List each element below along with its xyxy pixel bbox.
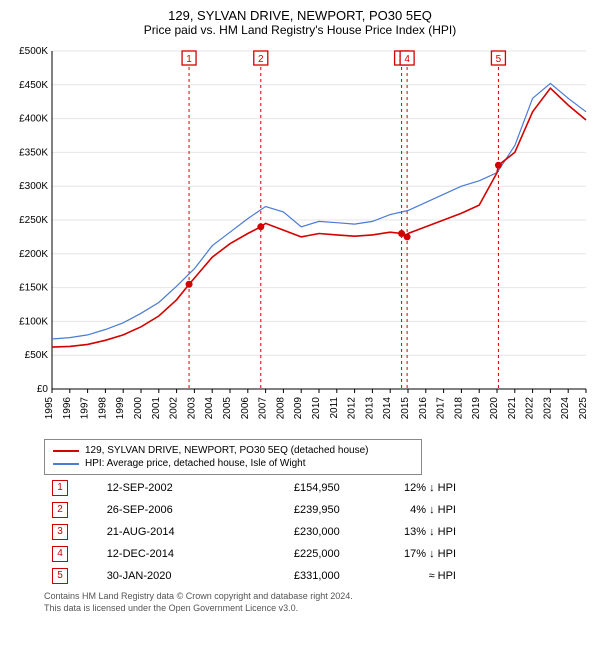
svg-text:2024: 2024 xyxy=(560,397,571,420)
svg-text:£450K: £450K xyxy=(19,80,48,91)
price-chart: £0 £50K £100K £150K £200K £250K £300K £350K £400… xyxy=(8,43,592,433)
tx-vs-hpi: ≈ HPI xyxy=(348,565,464,587)
footer-line: Contains HM Land Registry data © Crown c… xyxy=(44,591,592,603)
tx-price: £230,000 xyxy=(242,521,348,543)
svg-text:2005: 2005 xyxy=(222,397,233,420)
svg-text:2016: 2016 xyxy=(418,397,429,420)
tx-vs-hpi: 4% ↓ HPI xyxy=(348,499,464,521)
tx-date: 12-SEP-2002 xyxy=(99,477,242,499)
svg-text:2012: 2012 xyxy=(347,397,358,420)
svg-text:2001: 2001 xyxy=(151,397,162,420)
svg-text:£400K: £400K xyxy=(19,114,48,125)
svg-text:1997: 1997 xyxy=(80,397,91,420)
tx-date: 26-SEP-2006 xyxy=(99,499,242,521)
svg-text:2021: 2021 xyxy=(507,397,518,420)
table-row: 1 12-SEP-2002£154,95012% ↓ HPI xyxy=(44,477,464,499)
svg-text:£100K: £100K xyxy=(19,316,48,327)
svg-text:4: 4 xyxy=(404,54,410,65)
page-title: 129, SYLVAN DRIVE, NEWPORT, PO30 5EQ xyxy=(8,8,592,23)
svg-text:2006: 2006 xyxy=(240,397,251,420)
svg-text:2013: 2013 xyxy=(364,397,375,420)
svg-text:2000: 2000 xyxy=(133,397,144,420)
svg-text:5: 5 xyxy=(496,54,502,65)
tx-price: £239,950 xyxy=(242,499,348,521)
svg-text:£250K: £250K xyxy=(19,215,48,226)
svg-text:1998: 1998 xyxy=(97,397,108,420)
svg-text:2020: 2020 xyxy=(489,397,500,420)
svg-text:2008: 2008 xyxy=(275,397,286,420)
tx-marker: 3 xyxy=(52,524,68,540)
svg-text:£0: £0 xyxy=(37,384,49,395)
svg-text:2018: 2018 xyxy=(453,397,464,420)
svg-text:2019: 2019 xyxy=(471,397,482,420)
footer-line: This data is licensed under the Open Gov… xyxy=(44,603,592,615)
svg-text:2007: 2007 xyxy=(258,397,269,420)
svg-text:2003: 2003 xyxy=(186,397,197,420)
svg-text:1996: 1996 xyxy=(62,397,73,420)
svg-text:2: 2 xyxy=(258,54,264,65)
svg-text:2011: 2011 xyxy=(329,397,340,419)
svg-text:2023: 2023 xyxy=(542,397,553,420)
page-subtitle: Price paid vs. HM Land Registry's House … xyxy=(8,23,592,37)
tx-date: 30-JAN-2020 xyxy=(99,565,242,587)
tx-marker: 2 xyxy=(52,502,68,518)
tx-vs-hpi: 17% ↓ HPI xyxy=(348,543,464,565)
tx-price: £331,000 xyxy=(242,565,348,587)
svg-text:£350K: £350K xyxy=(19,147,48,158)
svg-text:£500K: £500K xyxy=(19,46,48,57)
legend-swatch xyxy=(53,463,79,465)
svg-text:1999: 1999 xyxy=(115,397,126,420)
legend: 129, SYLVAN DRIVE, NEWPORT, PO30 5EQ (de… xyxy=(44,439,422,475)
tx-marker: 1 xyxy=(52,480,68,496)
tx-price: £154,950 xyxy=(242,477,348,499)
legend-item: 129, SYLVAN DRIVE, NEWPORT, PO30 5EQ (de… xyxy=(53,444,413,457)
transactions-table: 1 12-SEP-2002£154,95012% ↓ HPI 2 26-SEP-200… xyxy=(44,477,464,587)
svg-text:2010: 2010 xyxy=(311,397,322,420)
legend-label: HPI: Average price, detached house, Isle… xyxy=(85,458,306,469)
svg-text:1995: 1995 xyxy=(44,397,55,420)
tx-price: £225,000 xyxy=(242,543,348,565)
legend-label: 129, SYLVAN DRIVE, NEWPORT, PO30 5EQ (de… xyxy=(85,445,368,456)
tx-marker: 5 xyxy=(52,568,68,584)
svg-text:1: 1 xyxy=(186,54,192,65)
footer-attribution: Contains HM Land Registry data © Crown c… xyxy=(44,591,592,614)
table-row: 3 21-AUG-2014£230,00013% ↓ HPI xyxy=(44,521,464,543)
svg-text:2022: 2022 xyxy=(525,397,536,420)
tx-vs-hpi: 13% ↓ HPI xyxy=(348,521,464,543)
svg-text:£200K: £200K xyxy=(19,249,48,260)
tx-date: 21-AUG-2014 xyxy=(99,521,242,543)
table-row: 4 12-DEC-2014£225,00017% ↓ HPI xyxy=(44,543,464,565)
svg-text:2015: 2015 xyxy=(400,397,411,420)
svg-text:£300K: £300K xyxy=(19,181,48,192)
legend-item: HPI: Average price, detached house, Isle… xyxy=(53,457,413,470)
tx-vs-hpi: 12% ↓ HPI xyxy=(348,477,464,499)
svg-text:£150K: £150K xyxy=(19,283,48,294)
svg-text:2014: 2014 xyxy=(382,397,393,420)
svg-text:£50K: £50K xyxy=(25,350,49,361)
table-row: 5 30-JAN-2020£331,000≈ HPI xyxy=(44,565,464,587)
svg-text:2002: 2002 xyxy=(169,397,180,420)
svg-text:2017: 2017 xyxy=(436,397,447,420)
tx-date: 12-DEC-2014 xyxy=(99,543,242,565)
legend-swatch xyxy=(53,450,79,452)
tx-marker: 4 xyxy=(52,546,68,562)
svg-text:2025: 2025 xyxy=(578,397,589,420)
svg-text:2009: 2009 xyxy=(293,397,304,420)
svg-text:2004: 2004 xyxy=(204,397,215,420)
table-row: 2 26-SEP-2006£239,9504% ↓ HPI xyxy=(44,499,464,521)
